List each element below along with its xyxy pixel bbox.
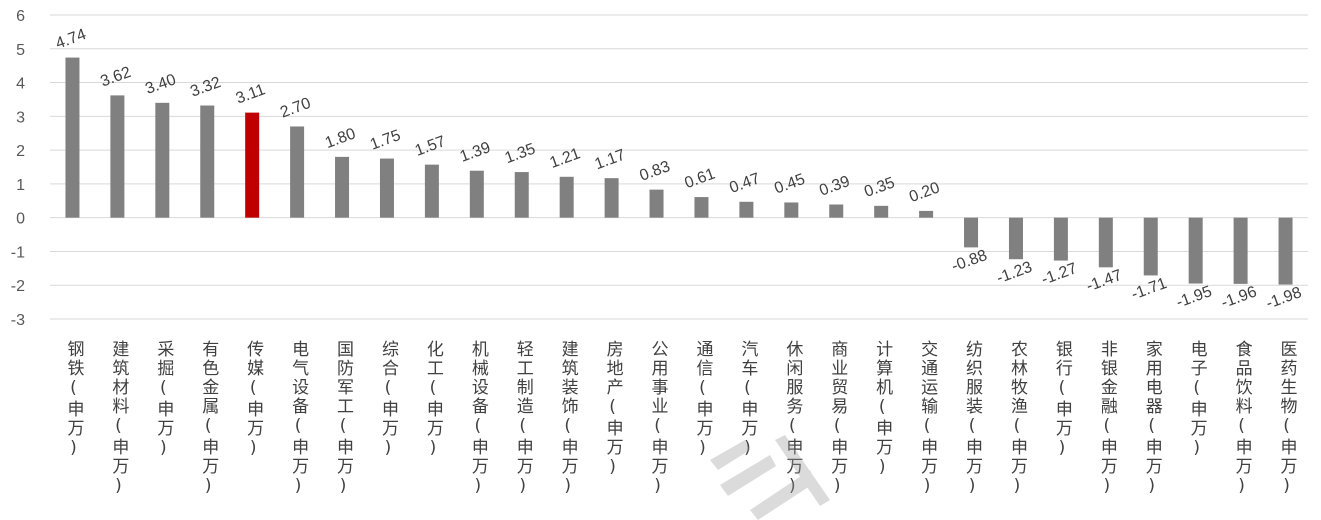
- category-label: 建筑装饰(申万): [558, 340, 579, 498]
- y-tick-label: -2: [11, 278, 25, 295]
- y-tick-label: 2: [16, 143, 25, 160]
- bar: [1188, 217, 1203, 284]
- category-label: 化工(申万): [423, 340, 444, 460]
- data-label: 1.80: [323, 125, 358, 152]
- bar: [604, 178, 619, 218]
- bar: [1098, 217, 1113, 268]
- gridlines: [50, 14, 1308, 320]
- data-label: 3.11: [234, 81, 268, 107]
- category-label: 钢铁(申万): [63, 340, 84, 460]
- data-label: 1.35: [503, 140, 538, 167]
- bar: [155, 102, 170, 218]
- category-label: 轻工制造(申万): [513, 340, 534, 498]
- data-label: 0.47: [727, 170, 762, 197]
- category-label: 传媒(申万): [243, 340, 264, 460]
- category-label: 商业贸易(申万): [827, 340, 848, 498]
- y-tick-label: -1: [11, 244, 25, 261]
- y-tick-label: 3: [16, 109, 25, 126]
- category-label: 休闲服务(申万): [782, 340, 803, 498]
- category-label: 国防军工(申万): [333, 340, 354, 498]
- watermark-logo: [710, 435, 830, 520]
- bar: [739, 201, 754, 218]
- category-label: 公用事业(申万): [648, 340, 669, 498]
- bar: [1053, 217, 1068, 261]
- data-labels: 4.743.62 3.40 3.32 3.112.701.80 1.75 1.57 1.39…: [53, 26, 1304, 313]
- data-label: -1.96: [1219, 283, 1259, 311]
- category-label: 家用电器(申万): [1142, 340, 1163, 498]
- bar: [379, 158, 394, 218]
- data-label: -1.71: [1129, 275, 1169, 303]
- bar: [1278, 217, 1293, 285]
- bar: [424, 164, 439, 218]
- category-label: 机械设备(申万): [468, 340, 489, 498]
- data-label: -1.95: [1174, 283, 1214, 311]
- category-label: 食品饮料(申万): [1232, 340, 1253, 498]
- category-label: 纺织服装(申万): [962, 340, 983, 498]
- bar: [874, 205, 889, 218]
- bar: [649, 189, 664, 218]
- data-label: 0.39: [817, 173, 852, 200]
- data-label: -1.98: [1264, 284, 1304, 312]
- data-label: 3.40: [143, 71, 178, 98]
- bar: [694, 197, 709, 218]
- data-label: 3.62: [98, 64, 133, 91]
- data-label: 0.61: [682, 165, 717, 192]
- bar: [919, 210, 934, 218]
- category-label: 房地产(申万): [603, 340, 624, 479]
- bar: [514, 172, 529, 218]
- bar: [964, 217, 979, 248]
- y-tick-label: 6: [16, 8, 25, 25]
- bar: [1233, 217, 1248, 284]
- category-label: 建筑材料(申万): [108, 340, 128, 498]
- bar: [110, 95, 125, 218]
- category-label: 采掘(申万): [153, 340, 174, 460]
- data-label: -1.23: [994, 259, 1034, 287]
- category-label: 通信(申万): [692, 340, 713, 460]
- data-label: 1.39: [458, 139, 493, 166]
- bar: [469, 170, 484, 218]
- bar: [1008, 217, 1023, 260]
- bar: [245, 112, 260, 218]
- data-label: 2.70: [278, 95, 313, 122]
- bar: [1143, 217, 1158, 276]
- category-label: 电子(申万): [1187, 340, 1208, 460]
- data-label: 0.35: [862, 174, 897, 201]
- y-tick-label: 4: [16, 76, 25, 93]
- bar: [200, 105, 215, 218]
- data-label: 1.57: [413, 133, 448, 160]
- category-label: 农林牧渔(申万): [1007, 340, 1028, 498]
- y-tick-label: 0: [16, 211, 25, 228]
- data-label: -1.47: [1084, 267, 1124, 295]
- bars: [65, 57, 1293, 285]
- category-label: 计算机(申万): [872, 340, 893, 479]
- y-tick-label: 5: [16, 42, 25, 59]
- y-tick-label: -3: [11, 312, 25, 329]
- bar: [335, 156, 350, 218]
- bar: [559, 176, 574, 218]
- data-label: 0.20: [907, 179, 942, 206]
- category-label: 电气设备(申万): [288, 340, 309, 498]
- category-label: 有色金属(申万): [198, 340, 219, 498]
- data-label: 0.83: [637, 158, 672, 185]
- category-label: 交通运输(申万): [917, 340, 938, 498]
- data-label: 1.21: [548, 145, 583, 172]
- category-label: 汽车(申万): [737, 340, 758, 460]
- bar: [784, 202, 799, 218]
- data-label: 3.32: [188, 74, 223, 101]
- y-axis-ticks: 6 5 4 3 2 1 0 -1 -2 -3: [11, 8, 25, 329]
- data-label: 0.45: [772, 171, 807, 198]
- bar: [829, 204, 844, 218]
- category-label: 医药生物(申万): [1277, 340, 1298, 498]
- category-label: 银行(申万): [1052, 340, 1073, 460]
- bar: [290, 126, 305, 218]
- category-label: 非银金融(申万): [1097, 340, 1118, 498]
- bar: [65, 57, 80, 218]
- category-label: 综合(申万): [378, 340, 399, 460]
- y-tick-label: 1: [16, 177, 25, 194]
- data-label: -1.27: [1039, 260, 1079, 288]
- category-labels: 钢铁(申万) 建筑材料(申万) 采掘(申万) 有色金属(申万) 传媒(申万) 电气设备(申…: [63, 340, 1297, 498]
